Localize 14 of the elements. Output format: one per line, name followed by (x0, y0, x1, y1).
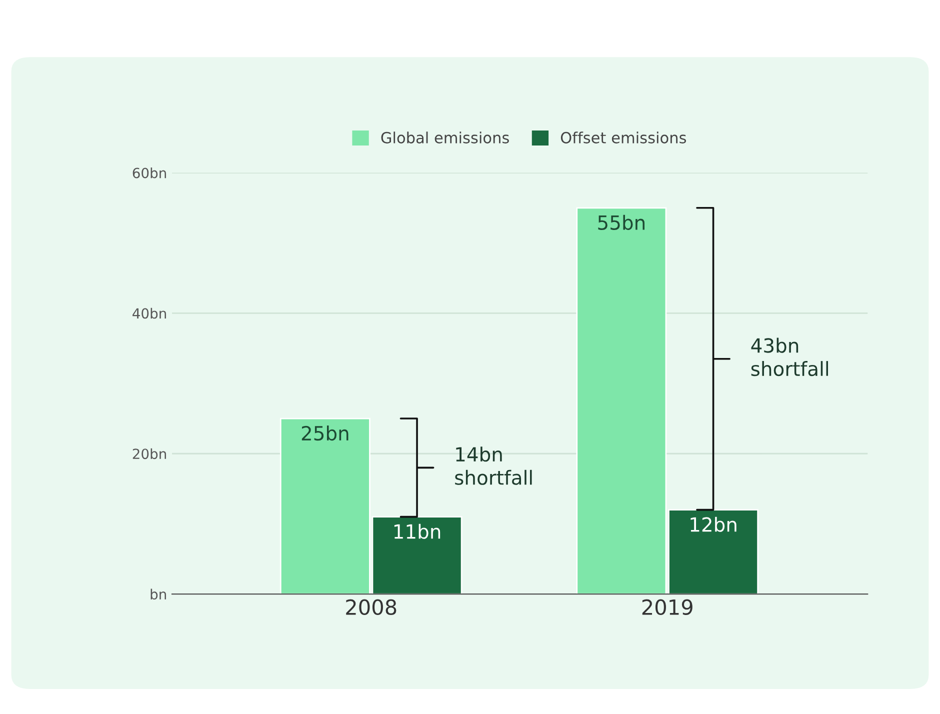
data-label: 11bn (394, 524, 440, 539)
x-tick-label: 2008 (346, 599, 396, 616)
y-tick-label: 40bn (132, 308, 166, 319)
y-tick-label: bn (150, 588, 166, 600)
data-label: 12bn (690, 516, 736, 532)
data-label: 55bn (598, 214, 644, 230)
y-tick-label: 60bn (132, 168, 166, 178)
annotation: 14bn shortfall (455, 446, 532, 485)
annotation: 43bn shortfall (751, 338, 828, 376)
legend-label: Offset emissions (560, 132, 686, 144)
x-tick-label: 2019 (642, 599, 692, 616)
data-label: 25bn (302, 426, 348, 441)
y-tick-label: 20bn (132, 448, 166, 460)
legend-label: Global emissions (381, 132, 509, 144)
